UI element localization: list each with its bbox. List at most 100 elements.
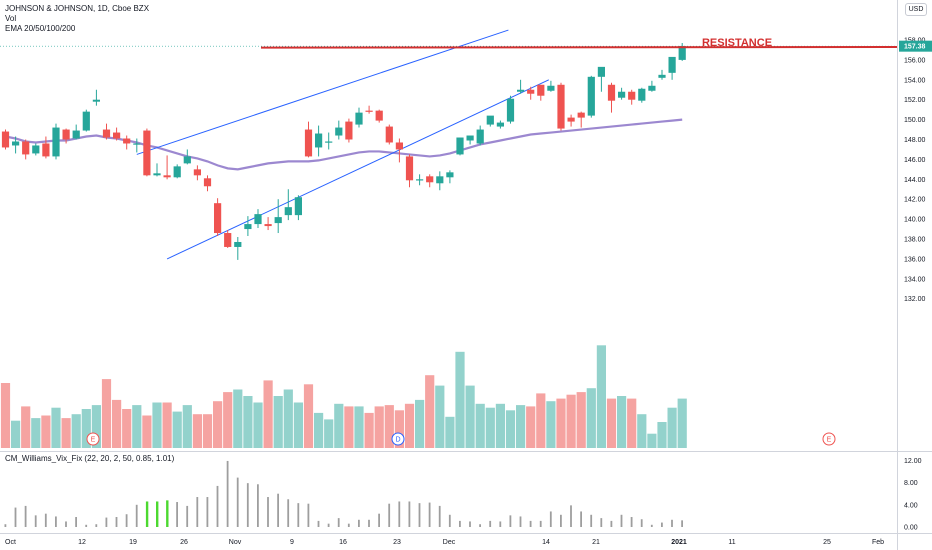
volume-bar [435, 385, 445, 448]
volume-bar [71, 414, 81, 448]
time-tick-label: Dec [443, 539, 456, 546]
vix-fix-bar [428, 502, 431, 527]
candle-body [294, 197, 302, 216]
volume-bar [617, 396, 627, 448]
candle-body [678, 45, 686, 60]
volume-bar [132, 405, 142, 448]
vix-fix-bar [388, 503, 391, 527]
last-price-label: 157.38 [904, 44, 926, 51]
candle-body [82, 111, 90, 131]
candle-body [587, 76, 595, 116]
volume-bar [152, 402, 162, 448]
candle-body [62, 129, 70, 140]
vix-fix-bar [176, 502, 178, 527]
vix-fix-bar [509, 515, 512, 527]
resistance-line [260, 45, 898, 49]
volume-bar [81, 409, 91, 448]
vix-fix-bar [236, 477, 239, 527]
candle-body [607, 84, 616, 101]
vix-fix-bar [570, 505, 572, 527]
vix-fix-bar [610, 520, 613, 527]
volume-bar [243, 396, 253, 448]
candle-body [436, 176, 444, 184]
volume-bar [162, 402, 172, 448]
candle-body [274, 217, 282, 224]
volume-bar [192, 414, 202, 448]
candle-body [153, 173, 161, 176]
volume-bar [91, 405, 101, 448]
time-tick-label: Nov [229, 539, 242, 546]
volume-bar [334, 403, 344, 448]
candle-body [668, 56, 676, 73]
price-tick-label: 136.00 [904, 256, 926, 263]
volume-bar [112, 399, 122, 448]
vix-fix-bar [358, 519, 360, 527]
time-tick-label: 12 [78, 539, 86, 546]
time-tick-label: 16 [339, 539, 347, 546]
vix-fix-bar [267, 497, 269, 527]
candle-body [22, 141, 30, 155]
candle-body [234, 241, 242, 247]
candle-body [456, 137, 464, 155]
vix-fix-bar [257, 484, 259, 527]
candle-body [254, 214, 262, 225]
vix-fix-bar [398, 501, 401, 527]
volume-bar [667, 407, 677, 448]
vix-fix-bar [4, 524, 7, 527]
time-tick-label: Oct [5, 539, 16, 546]
resistance-level-line [260, 45, 898, 49]
candle-body [648, 85, 656, 91]
event-marker-letter: E [91, 437, 96, 444]
vix-fix-bar [438, 505, 441, 527]
vix-fix-bar [368, 519, 370, 527]
volume-bar [303, 384, 314, 448]
time-tick-label: 9 [290, 539, 294, 546]
vix-fix-bar [580, 511, 582, 527]
candle-body [224, 233, 232, 247]
vix-fix-label: CM_Williams_Vix_Fix (22, 20, 2, 50, 0.85… [5, 454, 175, 463]
vix-fix-bar [307, 503, 310, 527]
time-tick-label: 11 [728, 539, 735, 546]
ema-line [5, 118, 683, 171]
vix-fix-bar [378, 513, 380, 527]
price-tick-label: 138.00 [904, 237, 926, 244]
volume-bar [283, 389, 293, 448]
volume-bar [677, 398, 687, 448]
candle-body [183, 156, 191, 164]
candle-body [12, 141, 20, 146]
volume-bar [546, 401, 556, 448]
vix-fix-bar [459, 520, 461, 527]
vix-fix-bar [327, 523, 330, 527]
candle-body [547, 85, 555, 91]
vix-fix-bar [650, 524, 653, 527]
volume-bar [596, 345, 606, 448]
channel-upper-line [136, 29, 509, 155]
volume-bar [223, 392, 233, 448]
ema-label: EMA 20/50/100/200 [5, 24, 76, 33]
candle-body [658, 74, 666, 78]
vix-fix-bar [115, 517, 118, 527]
candle-body [628, 91, 636, 100]
event-marker-circle [86, 432, 100, 446]
vix-fix-bar [499, 521, 502, 527]
volume-bar [233, 389, 243, 448]
volume-bar [516, 405, 526, 448]
volume-bar [0, 383, 11, 448]
indicator-tick-label: 0.00 [904, 525, 918, 532]
price-tick-label: 140.00 [904, 217, 926, 224]
price-tick-label: 152.00 [904, 97, 926, 104]
candle-body [315, 133, 323, 148]
volume-bar [263, 380, 273, 448]
vix-fix-bar [34, 515, 37, 527]
currency-button[interactable]: USD [905, 3, 927, 16]
event-marker-letter: E [827, 437, 832, 444]
candle-body [537, 84, 545, 96]
candle-body [466, 135, 474, 141]
vix-fix-bar [681, 520, 683, 527]
volume-bar [526, 406, 536, 448]
volume-bar [394, 410, 404, 448]
candle-body [193, 169, 201, 176]
vix-fix-bar [418, 503, 421, 527]
candle-body [486, 115, 494, 125]
